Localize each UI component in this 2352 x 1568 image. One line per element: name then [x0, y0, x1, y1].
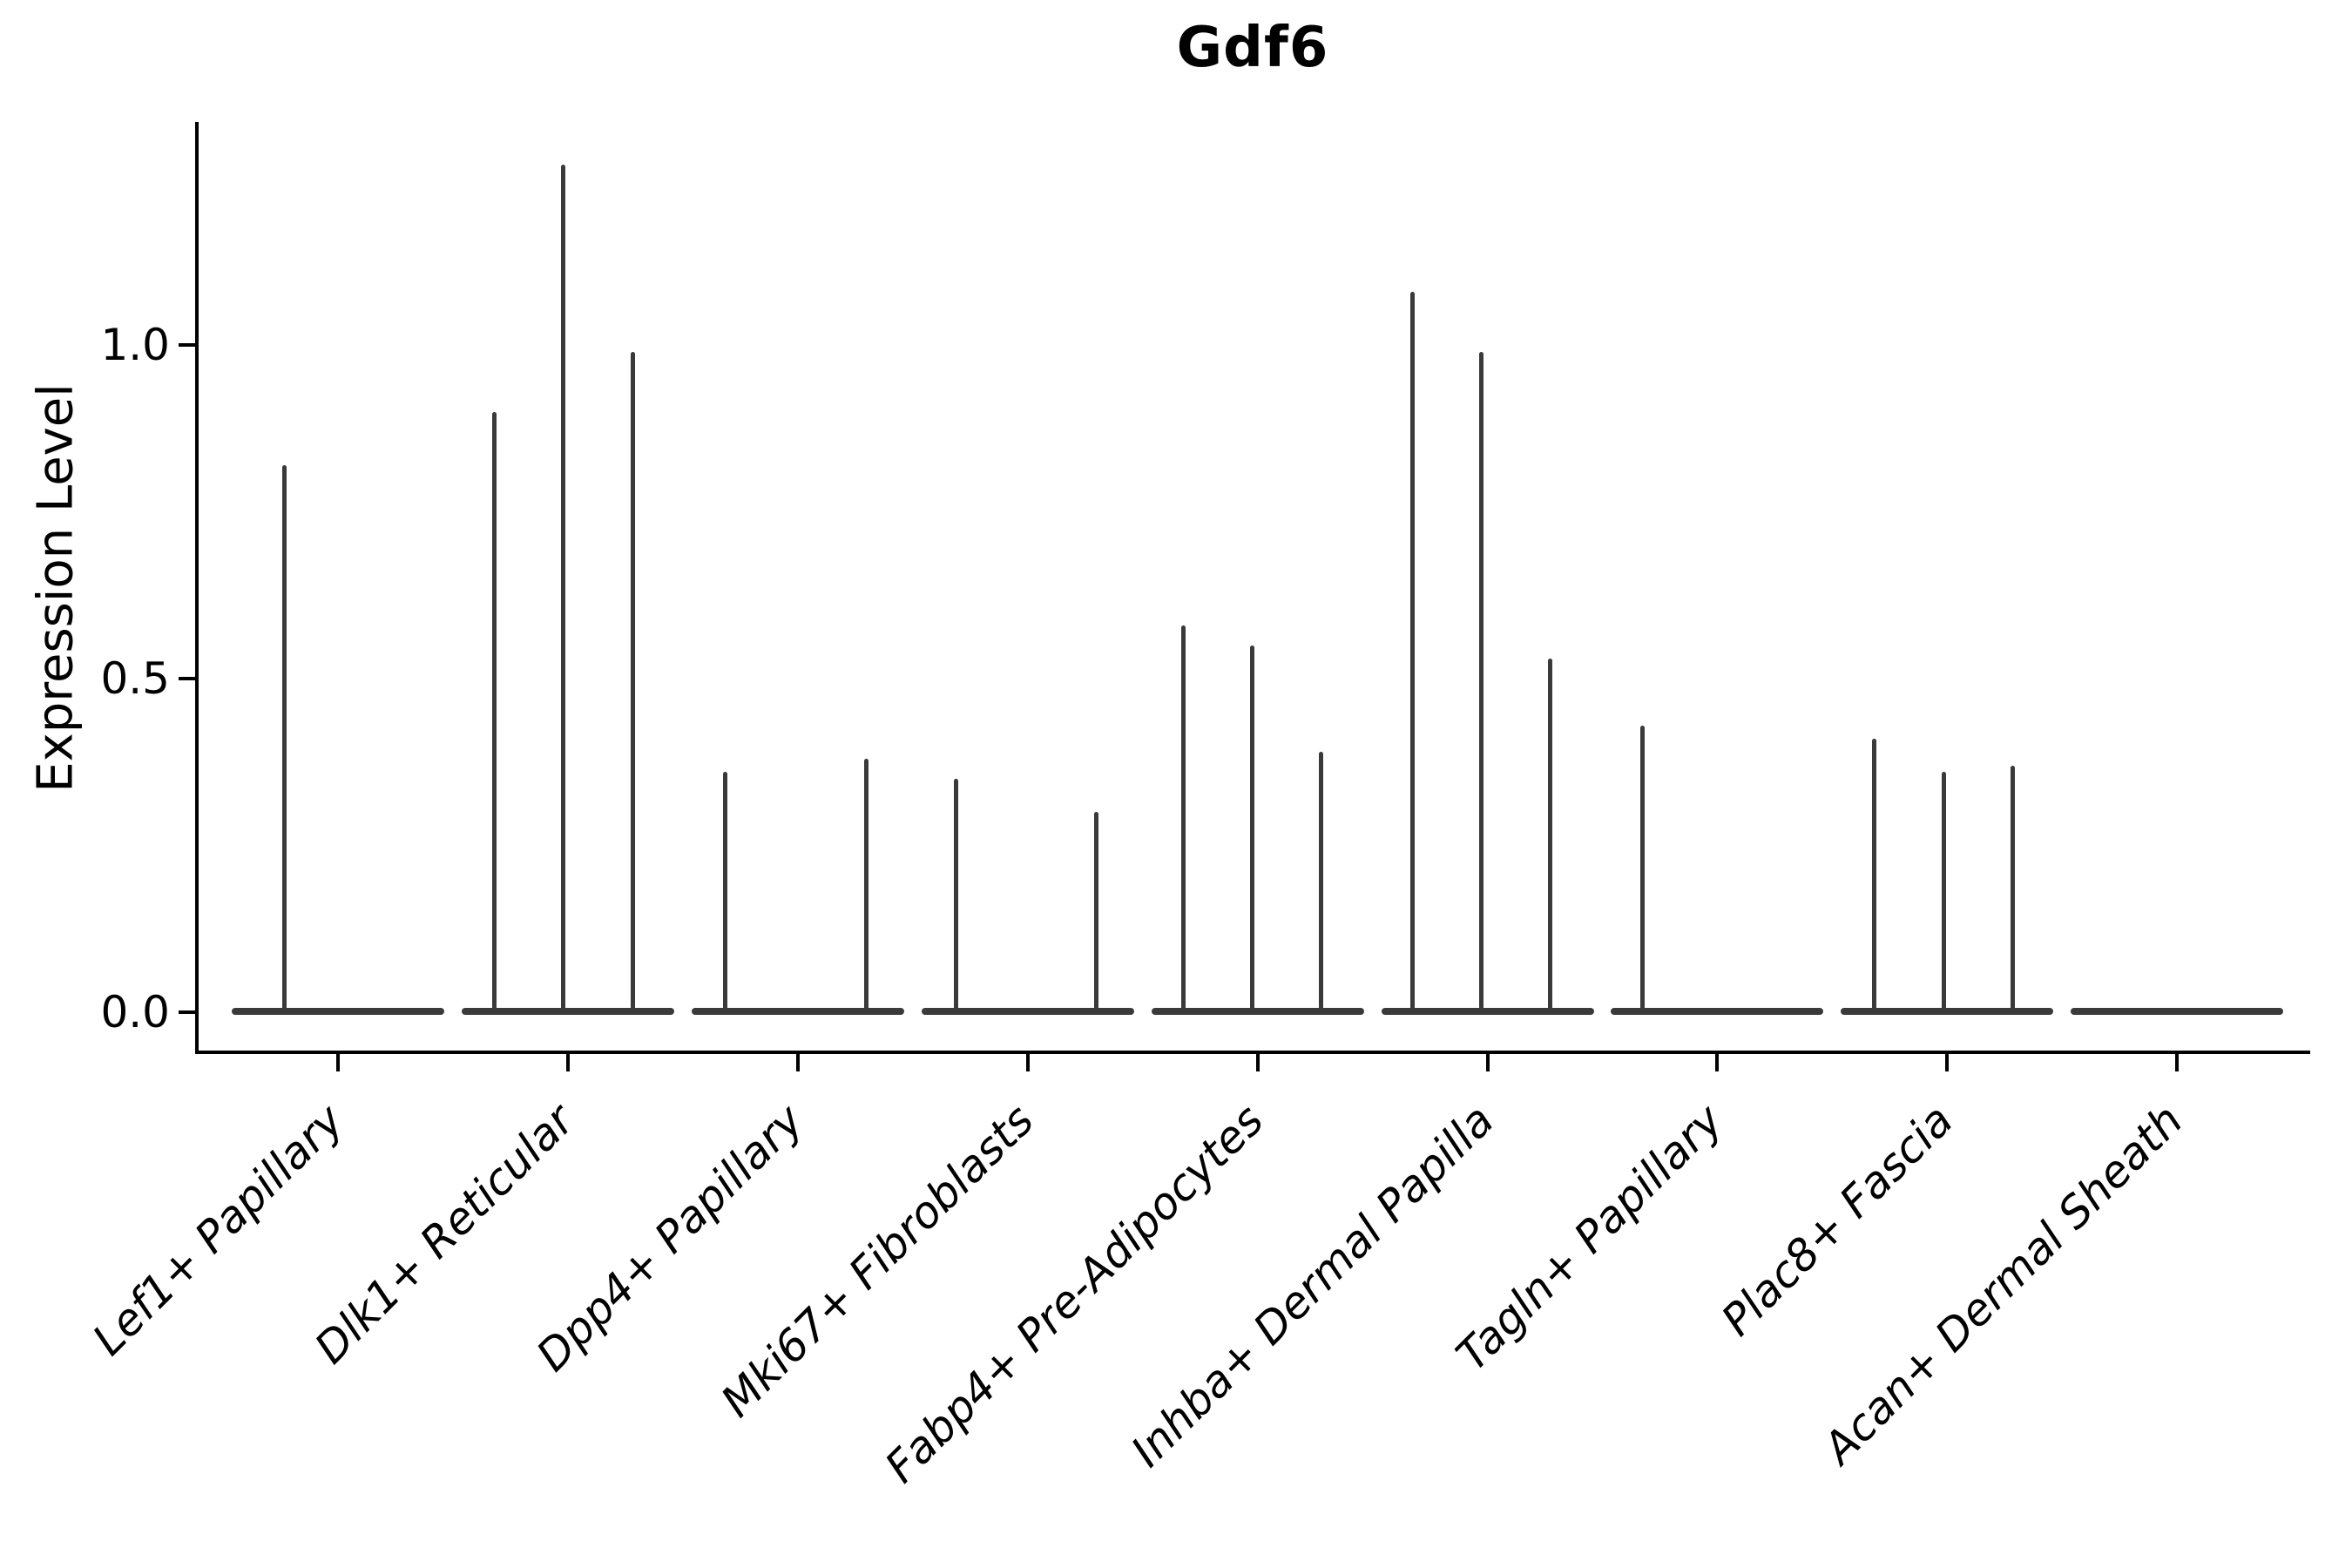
chart-title: Gdf6	[1176, 16, 1329, 80]
y-tick-label: 0.5	[100, 653, 170, 704]
y-axis-label: Expression Level	[27, 383, 84, 793]
violin-body	[1841, 1008, 2053, 1015]
x-axis-spine	[195, 1051, 2310, 1054]
y-tick-label: 0.0	[100, 987, 170, 1037]
x-tick-mark	[1486, 1054, 1490, 1071]
violin-spike	[1872, 739, 1876, 1012]
violin-spike	[1942, 772, 1946, 1012]
violin-spike	[1250, 645, 1254, 1012]
y-tick-label: 1.0	[100, 320, 170, 370]
violin-body	[1382, 1008, 1594, 1015]
violin-spike	[1181, 625, 1186, 1012]
violin-spike	[2011, 766, 2015, 1012]
x-tick-label: Lef1+ Papillary	[83, 1094, 354, 1366]
y-tick-mark	[179, 677, 195, 680]
violin-body	[922, 1008, 1134, 1015]
violin-spike	[631, 352, 635, 1012]
y-tick-mark	[179, 343, 195, 347]
violin-spike	[492, 412, 497, 1012]
violin-spike	[1548, 659, 1552, 1012]
x-tick-mark	[796, 1054, 800, 1071]
violin-spike	[1640, 726, 1645, 1012]
x-tick-label: Plac8+ Fascia	[1711, 1094, 1963, 1346]
x-tick-mark	[2175, 1054, 2179, 1071]
violin-body	[2071, 1008, 2283, 1015]
x-tick-mark	[1256, 1054, 1260, 1071]
violin-spike	[1479, 352, 1484, 1012]
violin-spike	[282, 465, 287, 1012]
violin-spike	[1410, 292, 1415, 1012]
x-tick-mark	[336, 1054, 340, 1071]
violin-body	[692, 1008, 904, 1015]
y-tick-mark	[179, 1010, 195, 1014]
violin-spike	[561, 165, 565, 1012]
violin-body	[1611, 1008, 1823, 1015]
y-axis-spine	[195, 122, 199, 1054]
x-tick-mark	[566, 1054, 570, 1071]
violin-body	[232, 1008, 444, 1015]
violin-spike	[723, 772, 727, 1012]
x-tick-mark	[1715, 1054, 1719, 1071]
violin-body	[462, 1008, 674, 1015]
violin-spike	[954, 779, 958, 1012]
x-tick-label: Fabp4+ Pre-Adipocytes	[875, 1094, 1274, 1493]
violin-body	[1152, 1008, 1364, 1015]
violin-spike	[1094, 812, 1098, 1012]
x-tick-mark	[1945, 1054, 1949, 1071]
x-tick-mark	[1026, 1054, 1030, 1071]
x-tick-label: Dlk1+ Reticular	[305, 1094, 584, 1374]
violin-spike	[864, 759, 868, 1012]
violin-spike	[1319, 752, 1323, 1012]
